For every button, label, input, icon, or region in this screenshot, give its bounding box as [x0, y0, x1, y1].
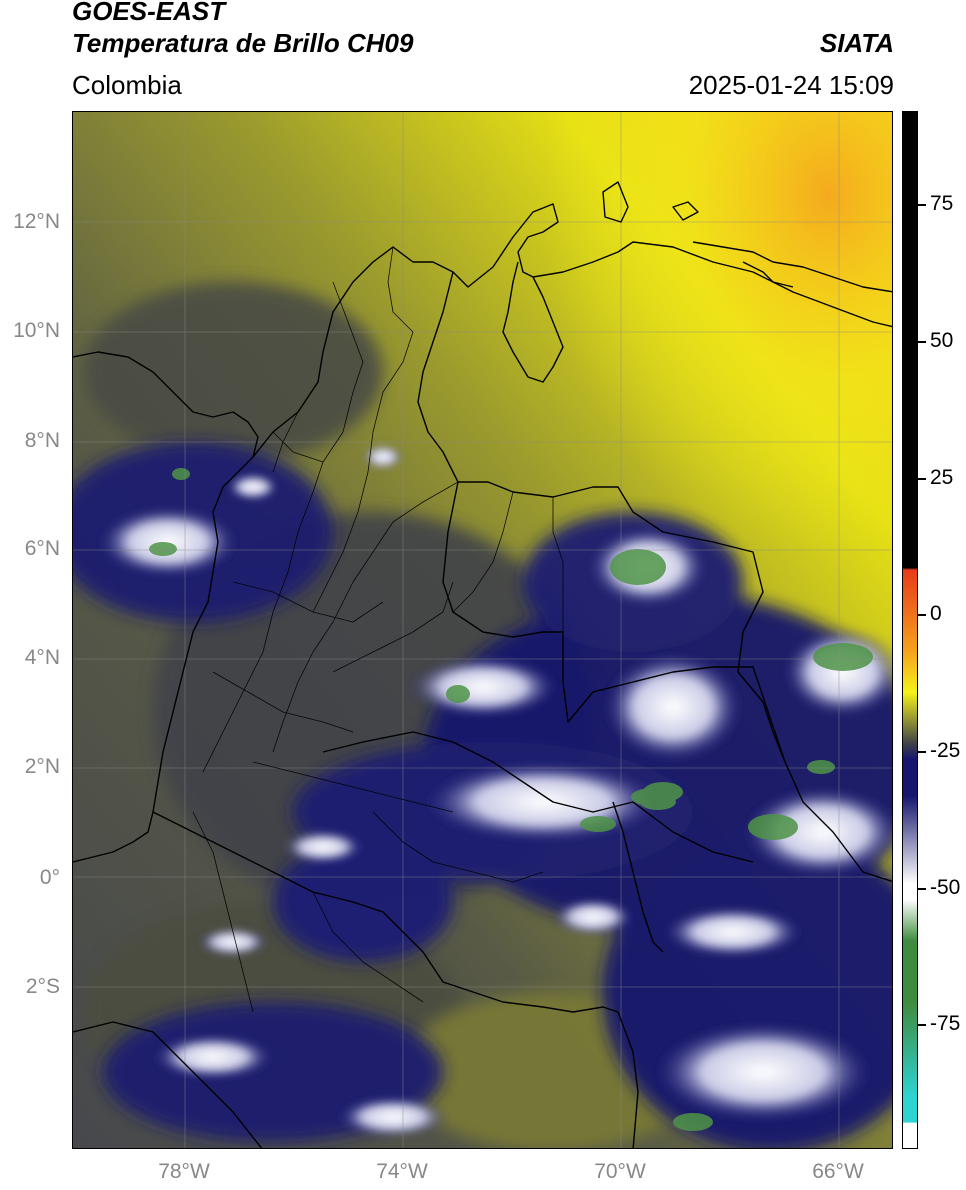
colorbar-label-neg25: -25 [930, 739, 961, 762]
colorbar-tick [918, 204, 926, 206]
colorbar-label-50: 50 [930, 329, 954, 352]
region-name: Colombia [72, 70, 182, 100]
lon-label-70w: 70°W [594, 1160, 646, 1183]
lon-label-74w: 74°W [376, 1160, 428, 1183]
satellite-map [72, 111, 893, 1149]
lat-label-10n: 10°N [13, 319, 60, 342]
lat-label-6n: 6°N [24, 537, 60, 560]
colorbar-tick [918, 751, 926, 753]
satellite-name: GOES-EAST [72, 0, 226, 26]
lon-label-66w: 66°W [812, 1160, 864, 1183]
colorbar-label-25: 25 [930, 466, 954, 489]
internal-boundaries [192, 246, 564, 1013]
lat-label-12n: 12°N [13, 210, 60, 233]
timestamp: 2025-01-24 15:09 [688, 70, 894, 100]
lat-label-8n: 8°N [24, 429, 60, 452]
colorbar-label-0: 0 [930, 602, 942, 625]
colorbar-tick [918, 614, 926, 616]
lat-label-4n: 4°N [24, 646, 60, 669]
agency-name: SIATA [819, 28, 894, 58]
colorbar-label-neg75: -75 [930, 1012, 961, 1035]
product-title: Temperatura de Brillo CH09 [72, 28, 414, 58]
lat-label-2n: 2°N [24, 755, 60, 778]
colorbar-tick [918, 888, 926, 890]
colorbar-tick [918, 1024, 926, 1026]
colorbar-tick [918, 478, 926, 480]
lat-label-2s: 2°S [25, 975, 60, 998]
lat-label-0: 0° [39, 866, 60, 889]
coldest-cores [149, 468, 873, 1131]
colorbar-label-75: 75 [930, 192, 954, 215]
graticule [73, 112, 892, 1148]
colorbar-label-neg50: -50 [930, 876, 961, 899]
brightness-temperature-image [73, 112, 892, 1148]
lon-label-78w: 78°W [158, 1160, 210, 1183]
temperature-colorbar [902, 111, 918, 1149]
colorbar-tick [918, 341, 926, 343]
